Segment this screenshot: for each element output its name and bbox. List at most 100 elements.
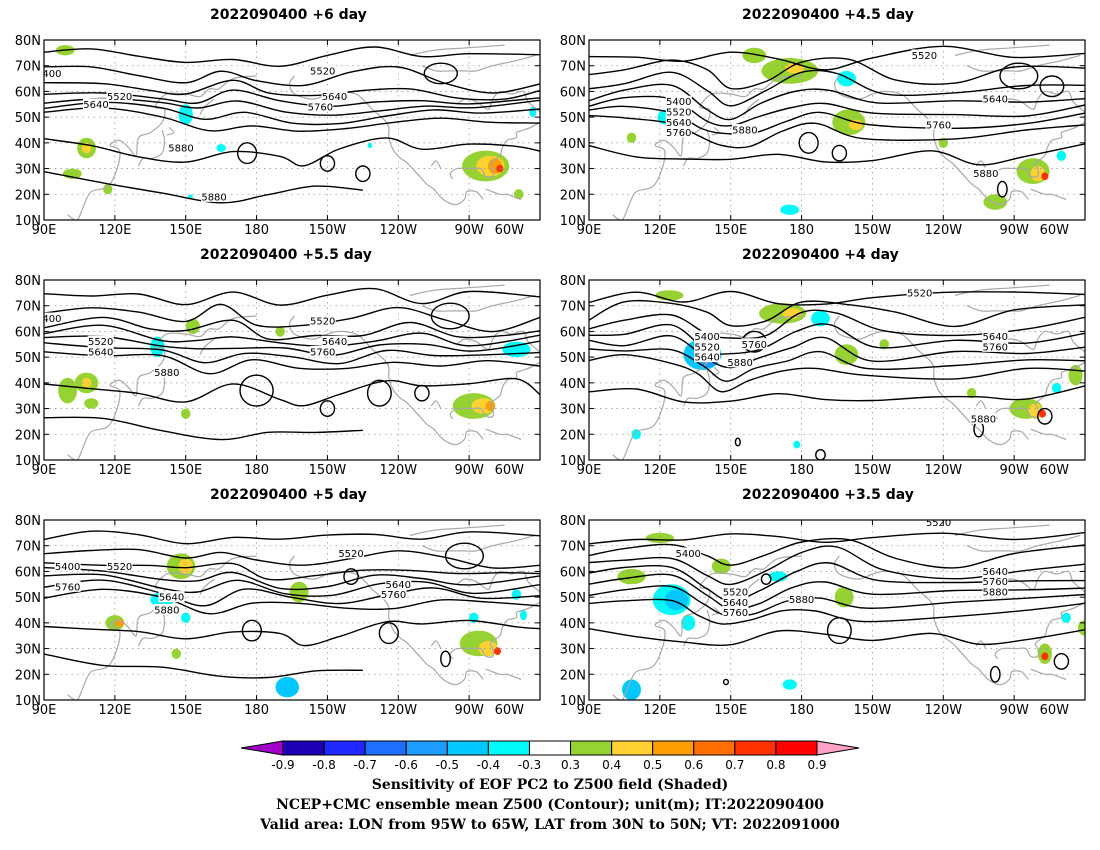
colorbar-tick-label: 0.4 bbox=[602, 758, 621, 772]
sensitivity-shading bbox=[780, 204, 800, 215]
coastline bbox=[612, 555, 802, 700]
contour-label-bg bbox=[972, 167, 999, 179]
colorbar-tick-label: -0.9 bbox=[271, 758, 294, 772]
contour-label-bg bbox=[727, 356, 754, 368]
contour-label: 5880 bbox=[201, 192, 226, 203]
contour-label-bg bbox=[694, 330, 721, 342]
lon-tick-label: 90W bbox=[454, 703, 484, 718]
z500-contour bbox=[589, 309, 1085, 340]
contour-label: 5640 bbox=[666, 118, 691, 129]
z500-closed-contour bbox=[241, 619, 262, 642]
z500-closed-contour bbox=[319, 400, 336, 417]
sensitivity-shading bbox=[1056, 150, 1067, 161]
lon-tick-label: 120W bbox=[379, 463, 417, 478]
contour-label-bg bbox=[380, 588, 407, 600]
lon-tick-label: 60W bbox=[495, 703, 525, 718]
z500-closed-contour bbox=[414, 384, 430, 402]
z500-contour bbox=[589, 348, 1085, 382]
lat-tick-label: 10N bbox=[15, 214, 41, 229]
z500-closed-contour bbox=[378, 622, 399, 645]
lat-tick-label: 30N bbox=[15, 403, 41, 418]
contour-label-bg bbox=[906, 286, 933, 298]
contour-label: 5640 bbox=[83, 100, 108, 111]
lon-tick-label: 90E bbox=[32, 703, 57, 718]
contour-label-bg bbox=[44, 312, 62, 324]
coastline bbox=[833, 75, 1029, 206]
lat-tick-label: 40N bbox=[15, 137, 41, 152]
z500-contour bbox=[44, 65, 540, 94]
z500-contour bbox=[44, 89, 540, 108]
lat-tick-label: 40N bbox=[15, 377, 41, 392]
colorbar-low-triangle bbox=[240, 740, 284, 756]
contour-label-bg bbox=[741, 338, 768, 350]
colorbar-box bbox=[364, 740, 407, 756]
contour-label: 5640 bbox=[983, 95, 1008, 106]
colorbar-box bbox=[528, 740, 572, 756]
caption-line-2: NCEP+CMC ensemble mean Z500 (Contour); u… bbox=[276, 797, 824, 813]
lon-tick-label: 120W bbox=[924, 703, 962, 718]
coastline bbox=[833, 315, 1029, 446]
lat-tick-label: 10N bbox=[15, 694, 41, 709]
sensitivity-shading bbox=[782, 679, 797, 690]
coastline bbox=[966, 294, 1081, 312]
caption-line-3: Valid area: LON from 95W to 65W, LAT fro… bbox=[260, 817, 840, 833]
panel-title-1: 2022090400 +6 day bbox=[210, 7, 367, 23]
contour-label-bg bbox=[665, 116, 692, 128]
lat-tick-label: 60N bbox=[560, 325, 586, 340]
lat-tick-label: 10N bbox=[560, 214, 586, 229]
lat-tick-label: 20N bbox=[15, 668, 41, 683]
z500-contour bbox=[44, 171, 363, 204]
map-frame bbox=[588, 279, 1086, 461]
contour-label-bg bbox=[54, 580, 81, 592]
sensitivity-shading bbox=[1041, 172, 1049, 181]
panel-title-5: 2022090400 +5 day bbox=[210, 487, 367, 503]
contour-label-bg bbox=[925, 520, 952, 528]
lon-tick-label: 90E bbox=[32, 223, 57, 238]
z500-contour bbox=[44, 97, 540, 116]
map-frame bbox=[588, 519, 1086, 701]
contour-label: 5880 bbox=[789, 595, 814, 606]
z500-closed-contour bbox=[989, 665, 1001, 683]
contour-label: 5760 bbox=[723, 608, 748, 619]
contour-label: 5880 bbox=[983, 588, 1008, 599]
contour-label-bg bbox=[982, 340, 1009, 352]
contour-label: 5520 bbox=[310, 317, 335, 328]
contour-label: 5520 bbox=[310, 66, 335, 77]
contour-label-bg bbox=[982, 93, 1009, 105]
z500-closed-contour bbox=[999, 62, 1039, 90]
contour-label: 5880 bbox=[732, 126, 757, 137]
lat-tick-label: 30N bbox=[560, 643, 586, 658]
lat-tick-label: 20N bbox=[560, 668, 586, 683]
caption-line-1: Sensitivity of EOF PC2 to Z500 field (Sh… bbox=[371, 777, 729, 793]
z500-contour bbox=[589, 143, 1085, 166]
map-panel-1: 5400552056405520564057605880588080N70N60… bbox=[15, 34, 541, 238]
coastline bbox=[456, 330, 540, 353]
contour-label-bg bbox=[982, 565, 1009, 577]
sensitivity-shading bbox=[180, 612, 191, 623]
sensitivity-shading bbox=[631, 429, 641, 440]
contour-label: 5760 bbox=[310, 348, 335, 359]
contour-label: 5640 bbox=[322, 337, 347, 348]
coastline bbox=[137, 369, 166, 407]
z500-contour bbox=[44, 137, 540, 167]
sensitivity-shading bbox=[1041, 652, 1049, 661]
contour-label: 5400 bbox=[666, 97, 691, 108]
z500-contour bbox=[44, 377, 540, 407]
coastline bbox=[1001, 570, 1085, 593]
lon-tick-label: 90W bbox=[454, 463, 484, 478]
contour-label: 5520 bbox=[912, 51, 937, 62]
z500-contour bbox=[44, 342, 540, 365]
contour-label-bg bbox=[694, 340, 721, 352]
sensitivity-shading bbox=[216, 144, 226, 152]
lon-tick-label: 90E bbox=[577, 463, 602, 478]
lon-tick-label: 150E bbox=[169, 703, 202, 718]
z500-closed-contour bbox=[734, 437, 741, 447]
z500-contour bbox=[589, 585, 1085, 618]
lat-tick-label: 80N bbox=[15, 34, 41, 49]
contour-label: 5400 bbox=[36, 314, 61, 325]
lon-tick-label: 180 bbox=[244, 463, 269, 478]
lon-tick-label: 120W bbox=[379, 703, 417, 718]
lat-tick-label: 70N bbox=[560, 300, 586, 315]
z500-closed-contour bbox=[319, 155, 336, 172]
z500-contour bbox=[44, 287, 540, 306]
